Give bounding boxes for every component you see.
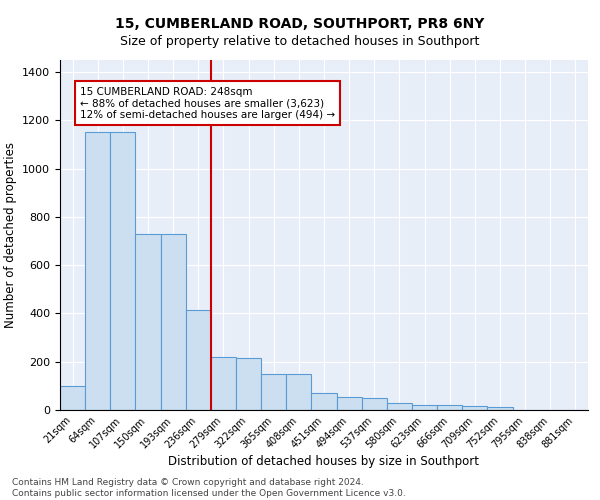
Bar bbox=[261, 374, 286, 410]
Bar bbox=[211, 357, 236, 410]
Y-axis label: Number of detached properties: Number of detached properties bbox=[4, 142, 17, 328]
Bar bbox=[412, 405, 437, 410]
Text: Contains HM Land Registry data © Crown copyright and database right 2024.
Contai: Contains HM Land Registry data © Crown c… bbox=[12, 478, 406, 498]
Bar bbox=[286, 374, 311, 410]
Bar bbox=[311, 393, 337, 410]
Bar bbox=[60, 386, 85, 410]
Bar bbox=[487, 407, 512, 410]
Bar bbox=[362, 398, 387, 410]
Bar bbox=[186, 310, 211, 410]
Text: Size of property relative to detached houses in Southport: Size of property relative to detached ho… bbox=[121, 35, 479, 48]
Text: 15, CUMBERLAND ROAD, SOUTHPORT, PR8 6NY: 15, CUMBERLAND ROAD, SOUTHPORT, PR8 6NY bbox=[115, 18, 485, 32]
X-axis label: Distribution of detached houses by size in Southport: Distribution of detached houses by size … bbox=[169, 456, 479, 468]
Text: 15 CUMBERLAND ROAD: 248sqm
← 88% of detached houses are smaller (3,623)
12% of s: 15 CUMBERLAND ROAD: 248sqm ← 88% of deta… bbox=[80, 86, 335, 120]
Bar bbox=[462, 406, 487, 410]
Bar bbox=[161, 234, 186, 410]
Bar bbox=[110, 132, 136, 410]
Bar bbox=[387, 403, 412, 410]
Bar bbox=[136, 234, 161, 410]
Bar bbox=[337, 396, 362, 410]
Bar bbox=[236, 358, 261, 410]
Bar bbox=[85, 132, 110, 410]
Bar bbox=[437, 405, 462, 410]
